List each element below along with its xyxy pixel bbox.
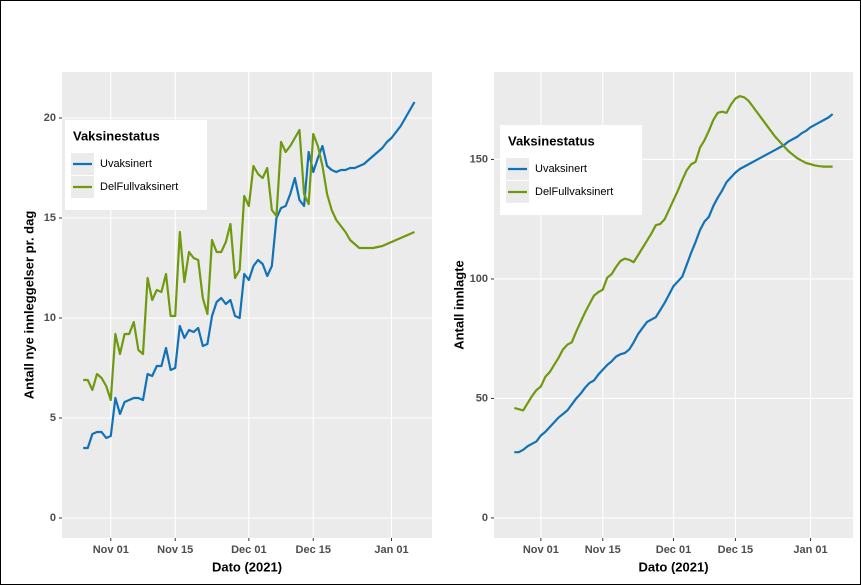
y-tick-label: 5	[50, 412, 56, 424]
x-tick-label: Jan 01	[374, 544, 408, 556]
y-tick-label: 15	[44, 212, 56, 224]
x-tick-label: Jan 01	[793, 544, 827, 556]
y-tick-label: 10	[44, 312, 56, 324]
legend-label: Uvaksinert	[535, 163, 587, 175]
series-line	[514, 95, 833, 412]
legend-title: Vaksinestatus	[508, 133, 595, 148]
legend-label: Uvaksinert	[100, 158, 152, 170]
chart-panel: 0 50 100 150 Nov 01 Nov 15 Dec 01 Dec 15 Jan 01 D…	[451, 72, 853, 574]
y-axis-title: Antall innlagte	[451, 260, 466, 350]
y-tick-label: 100	[470, 273, 488, 285]
x-axis-title: Dato (2021)	[212, 559, 282, 574]
legend-title: Vaksinestatus	[73, 128, 160, 143]
y-tick-label: 0	[482, 512, 488, 524]
x-tick-label: Dec 01	[656, 544, 691, 556]
legend-label: DelFullvaksinert	[100, 181, 178, 193]
x-tick-label: Dec 01	[231, 544, 266, 556]
x-tick-label: Nov 01	[93, 544, 129, 556]
x-tick-label: Dec 15	[718, 544, 753, 556]
x-tick-label: Nov 01	[523, 544, 559, 556]
y-tick-label: 150	[470, 153, 488, 165]
x-tick-label: Nov 15	[585, 544, 621, 556]
legend-label: DelFullvaksinert	[535, 186, 613, 198]
series-line	[83, 101, 416, 450]
y-tick-label: 0	[50, 512, 56, 524]
x-tick-label: Nov 15	[157, 544, 193, 556]
series-line	[514, 113, 834, 454]
y-tick-label: 50	[476, 392, 488, 404]
series-line	[83, 128, 415, 402]
chart-panel: 0 5 10 15 20 Nov 01 Nov 15 Dec 01 Dec 15 Jan 01 Da…	[21, 72, 432, 574]
x-tick-label: Dec 15	[296, 544, 331, 556]
y-axis-title: Antall nye innleggelser pr. dag	[21, 211, 36, 400]
x-axis-title: Dato (2021)	[638, 559, 708, 574]
legend: Vaksinestatus Uvaksinert DelFullvaksinert	[500, 125, 642, 215]
legend: Vaksinestatus Uvaksinert DelFullvaksinert	[65, 120, 207, 210]
y-tick-label: 20	[44, 112, 56, 124]
